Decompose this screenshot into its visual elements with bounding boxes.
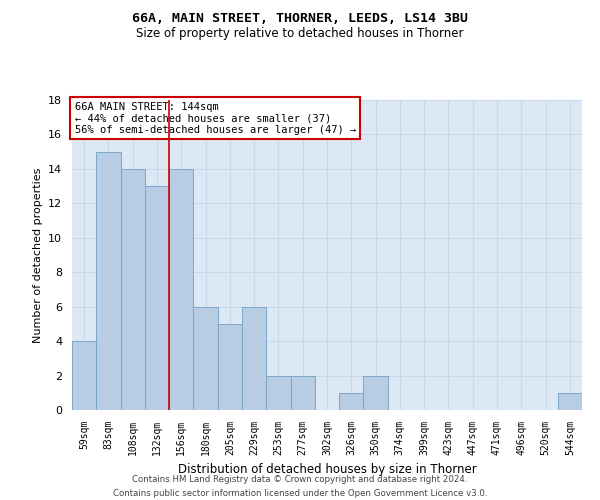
Bar	[145, 186, 169, 410]
Bar	[121, 169, 145, 410]
Y-axis label: Number of detached properties: Number of detached properties	[32, 168, 43, 342]
Bar	[364, 376, 388, 410]
X-axis label: Distribution of detached houses by size in Thorner: Distribution of detached houses by size …	[178, 464, 476, 476]
Bar	[169, 169, 193, 410]
Bar	[339, 393, 364, 410]
Text: Size of property relative to detached houses in Thorner: Size of property relative to detached ho…	[136, 28, 464, 40]
Bar	[96, 152, 121, 410]
Bar	[242, 306, 266, 410]
Bar	[266, 376, 290, 410]
Text: 66A MAIN STREET: 144sqm
← 44% of detached houses are smaller (37)
56% of semi-de: 66A MAIN STREET: 144sqm ← 44% of detache…	[74, 102, 356, 134]
Text: 66A, MAIN STREET, THORNER, LEEDS, LS14 3BU: 66A, MAIN STREET, THORNER, LEEDS, LS14 3…	[132, 12, 468, 26]
Bar	[558, 393, 582, 410]
Bar	[218, 324, 242, 410]
Text: Contains HM Land Registry data © Crown copyright and database right 2024.
Contai: Contains HM Land Registry data © Crown c…	[113, 476, 487, 498]
Bar	[290, 376, 315, 410]
Bar	[193, 306, 218, 410]
Bar	[72, 341, 96, 410]
